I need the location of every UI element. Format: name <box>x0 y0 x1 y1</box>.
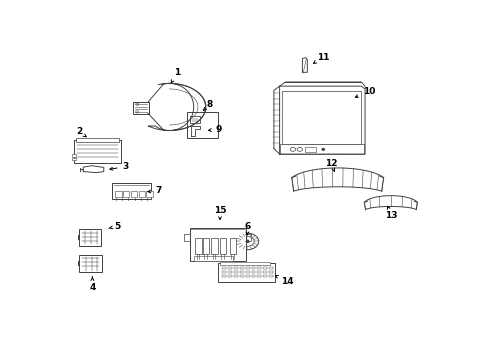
FancyBboxPatch shape <box>234 271 238 273</box>
FancyBboxPatch shape <box>234 267 238 269</box>
FancyBboxPatch shape <box>269 271 273 273</box>
FancyBboxPatch shape <box>79 255 102 273</box>
Text: 7: 7 <box>148 186 161 195</box>
FancyBboxPatch shape <box>76 138 119 142</box>
FancyBboxPatch shape <box>246 267 249 269</box>
FancyBboxPatch shape <box>218 263 275 282</box>
FancyBboxPatch shape <box>246 275 249 277</box>
FancyBboxPatch shape <box>263 271 267 273</box>
Text: 10: 10 <box>355 87 375 98</box>
Circle shape <box>322 149 324 150</box>
FancyBboxPatch shape <box>228 267 232 269</box>
FancyBboxPatch shape <box>257 267 261 269</box>
FancyBboxPatch shape <box>220 262 270 265</box>
FancyBboxPatch shape <box>257 271 261 273</box>
FancyBboxPatch shape <box>269 267 273 269</box>
Text: 5: 5 <box>109 222 121 231</box>
FancyBboxPatch shape <box>252 275 255 277</box>
FancyBboxPatch shape <box>194 256 233 261</box>
FancyBboxPatch shape <box>211 238 218 254</box>
FancyBboxPatch shape <box>222 271 226 273</box>
FancyBboxPatch shape <box>74 140 121 163</box>
FancyBboxPatch shape <box>240 267 244 269</box>
Text: 13: 13 <box>385 206 398 220</box>
FancyBboxPatch shape <box>281 91 361 144</box>
FancyBboxPatch shape <box>79 229 101 246</box>
Text: 12: 12 <box>325 159 338 171</box>
FancyBboxPatch shape <box>115 191 122 197</box>
FancyBboxPatch shape <box>252 267 255 269</box>
Text: 1: 1 <box>172 68 180 83</box>
FancyBboxPatch shape <box>187 112 219 138</box>
FancyBboxPatch shape <box>222 275 226 277</box>
Text: 14: 14 <box>275 275 294 286</box>
FancyBboxPatch shape <box>257 275 261 277</box>
FancyBboxPatch shape <box>72 154 76 157</box>
Text: 2: 2 <box>76 127 86 137</box>
FancyBboxPatch shape <box>72 158 76 161</box>
FancyBboxPatch shape <box>280 144 364 154</box>
Text: 9: 9 <box>209 125 222 134</box>
FancyBboxPatch shape <box>123 191 129 197</box>
FancyBboxPatch shape <box>222 267 226 269</box>
FancyBboxPatch shape <box>220 238 226 254</box>
Text: 8: 8 <box>203 100 213 111</box>
FancyBboxPatch shape <box>196 238 202 254</box>
FancyBboxPatch shape <box>190 116 200 123</box>
FancyBboxPatch shape <box>190 228 246 261</box>
Circle shape <box>246 240 249 243</box>
FancyBboxPatch shape <box>228 275 232 277</box>
FancyBboxPatch shape <box>305 147 316 152</box>
FancyBboxPatch shape <box>228 271 232 273</box>
FancyBboxPatch shape <box>252 271 255 273</box>
FancyBboxPatch shape <box>263 267 267 269</box>
FancyBboxPatch shape <box>230 238 236 254</box>
FancyBboxPatch shape <box>263 275 267 277</box>
FancyBboxPatch shape <box>147 191 153 197</box>
FancyBboxPatch shape <box>131 191 137 197</box>
FancyBboxPatch shape <box>112 184 151 199</box>
Text: 6: 6 <box>244 222 250 235</box>
Text: 4: 4 <box>89 277 96 292</box>
FancyBboxPatch shape <box>246 271 249 273</box>
Text: 3: 3 <box>110 162 129 171</box>
FancyBboxPatch shape <box>203 238 209 254</box>
Text: 15: 15 <box>214 206 226 220</box>
Text: 11: 11 <box>314 53 330 63</box>
FancyBboxPatch shape <box>240 275 244 277</box>
FancyBboxPatch shape <box>240 271 244 273</box>
FancyBboxPatch shape <box>133 102 148 114</box>
FancyBboxPatch shape <box>234 275 238 277</box>
FancyBboxPatch shape <box>139 191 145 197</box>
FancyBboxPatch shape <box>269 275 273 277</box>
